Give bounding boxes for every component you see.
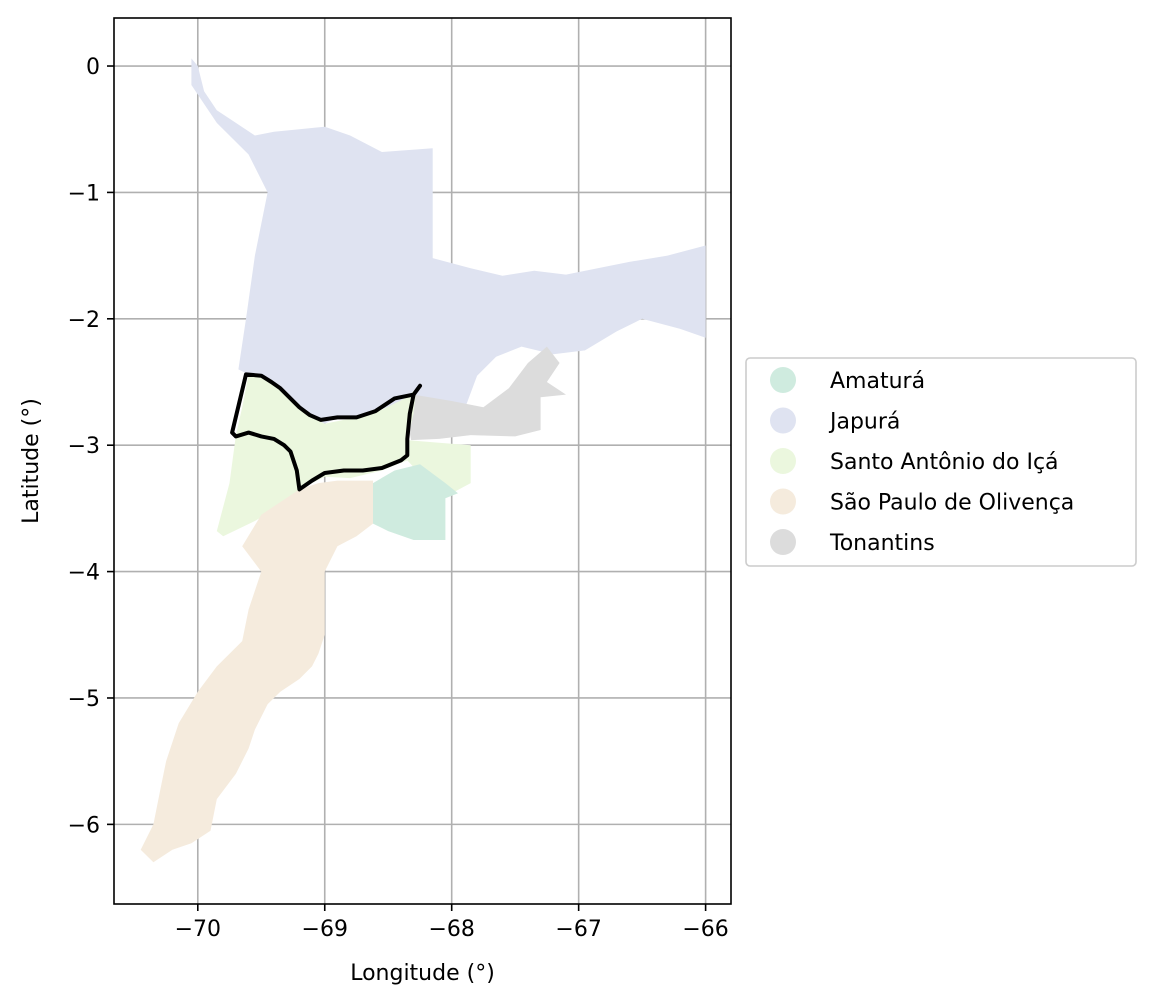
legend-marker bbox=[770, 488, 796, 515]
legend-marker bbox=[770, 407, 796, 434]
highlight-outline-layer bbox=[230, 372, 422, 492]
legend-label: Santo Antônio do Içá bbox=[830, 450, 1059, 475]
legend-box bbox=[745, 357, 1137, 567]
axes-frame bbox=[113, 17, 732, 905]
legend-label: Tonantins bbox=[829, 531, 935, 556]
y-axis-title: Latitude (°) bbox=[19, 398, 44, 524]
x-axis-ticks: −70 −69 −68 −67 −66 bbox=[175, 904, 729, 942]
y-axis-ticks: 0 −1 −2 −3 −4 −5 −6 bbox=[68, 55, 114, 838]
region-amatura bbox=[373, 464, 458, 540]
legend-marker bbox=[770, 529, 796, 555]
y-tick-label: 0 bbox=[86, 55, 100, 80]
legend-marker bbox=[770, 367, 796, 393]
legend-label: Japurá bbox=[828, 410, 900, 435]
region-tonantins bbox=[407, 346, 566, 441]
y-tick-label: −1 bbox=[68, 181, 100, 206]
y-tick-label: −5 bbox=[68, 687, 100, 712]
legend-label: São Paulo de Olivença bbox=[830, 491, 1074, 516]
x-tick-label: −70 bbox=[175, 917, 221, 942]
y-tick-label: −3 bbox=[68, 434, 100, 459]
region-polygons bbox=[140, 58, 706, 863]
x-tick-label: −69 bbox=[302, 917, 348, 942]
legend-marker bbox=[770, 448, 796, 474]
y-tick-label: −6 bbox=[68, 813, 100, 838]
legend-label: Amaturá bbox=[830, 369, 925, 394]
x-axis-title: Longitude (°) bbox=[350, 961, 495, 986]
x-tick-label: −68 bbox=[428, 917, 474, 942]
highlight-outline bbox=[230, 372, 422, 492]
x-tick-label: −66 bbox=[682, 917, 728, 942]
y-tick-label: −2 bbox=[68, 308, 100, 333]
region-japura bbox=[191, 58, 706, 424]
legend: Amaturá Japurá Santo Antônio do Içá São Pau… bbox=[745, 357, 1137, 567]
x-tick-label: −67 bbox=[555, 917, 601, 942]
region-sao-paulo-de-olivenca bbox=[140, 480, 373, 863]
region-santo-antonio-do-ica bbox=[216, 374, 471, 537]
y-tick-label: −4 bbox=[68, 561, 100, 586]
